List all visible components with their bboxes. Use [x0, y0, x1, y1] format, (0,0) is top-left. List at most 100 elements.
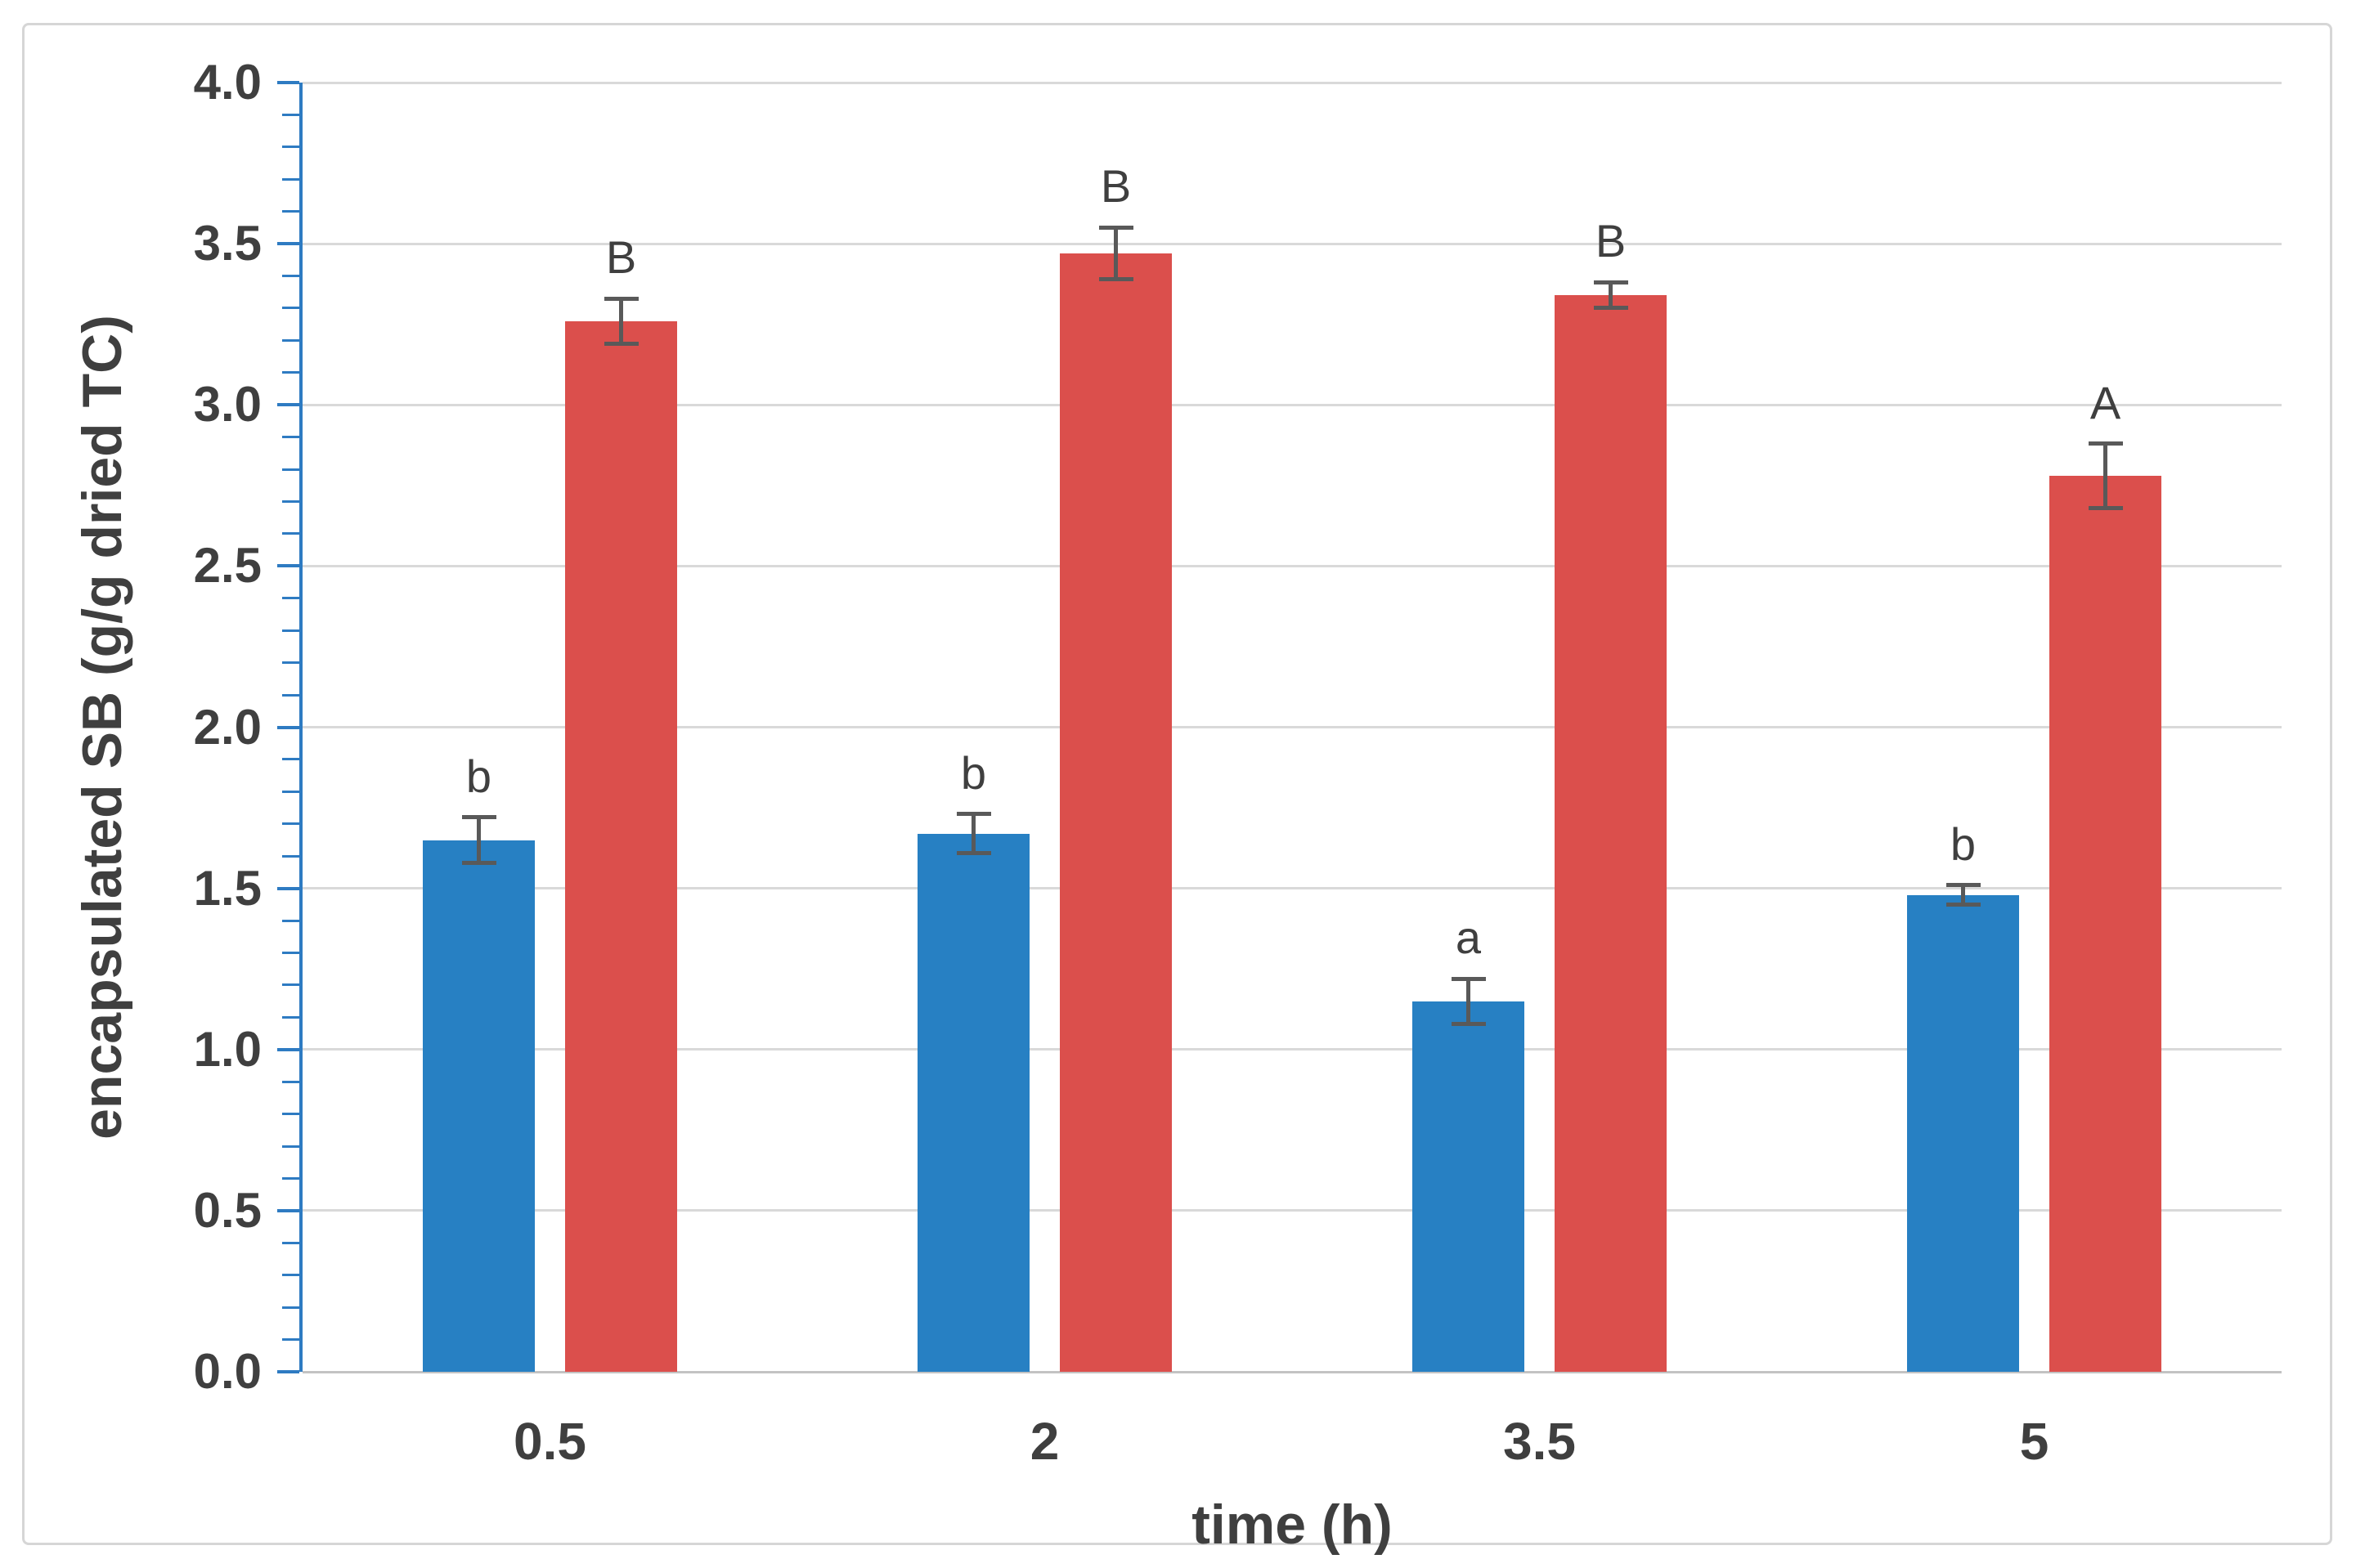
y-tick-label: 1.5	[193, 860, 262, 916]
significance-letter: A	[2089, 376, 2121, 428]
y-minor-tick	[282, 1274, 299, 1277]
y-tick-label: 0.0	[193, 1344, 262, 1399]
significance-letter: b	[465, 750, 492, 802]
y-minor-tick	[282, 1015, 299, 1019]
gridline	[303, 726, 2282, 728]
gridline	[303, 564, 2282, 567]
y-minor-tick	[282, 113, 299, 116]
error-bar-cap-bottom	[1451, 1021, 1486, 1026]
error-bar-cap-top	[1593, 280, 1628, 284]
error-bar-cap-bottom	[2088, 505, 2123, 510]
y-minor-tick	[282, 919, 299, 922]
significance-letter: b	[960, 746, 987, 799]
y-minor-tick	[282, 629, 299, 632]
y-major-tick	[277, 886, 299, 890]
red-series-bar	[565, 320, 677, 1372]
x-tick-label: 2	[1030, 1412, 1060, 1471]
y-minor-tick	[282, 210, 299, 213]
error-bar	[1114, 227, 1118, 280]
y-tick-label: 2.0	[193, 699, 262, 755]
significance-letter: a	[1455, 912, 1482, 964]
x-tick-label: 5	[2019, 1412, 2049, 1471]
y-axis-line	[299, 83, 303, 1372]
y-minor-tick	[282, 854, 299, 858]
y-minor-tick	[282, 500, 299, 504]
error-bar	[1609, 282, 1613, 308]
y-tick-label: 4.0	[193, 55, 262, 110]
error-bar	[1466, 979, 1470, 1024]
significance-letter: b	[1950, 818, 1977, 870]
y-minor-tick	[282, 532, 299, 535]
y-minor-tick	[282, 177, 299, 181]
red-series-bar	[1555, 295, 1667, 1372]
error-bar-cap-top	[1945, 883, 1981, 888]
y-minor-tick	[282, 146, 299, 149]
significance-letter: B	[1100, 160, 1132, 213]
error-bar-cap-bottom	[1098, 277, 1133, 281]
error-bar-cap-top	[461, 815, 496, 820]
gridline	[303, 403, 2282, 406]
error-bar-cap-bottom	[956, 850, 991, 855]
y-major-tick	[277, 1047, 299, 1051]
gridline	[303, 242, 2282, 245]
blue-series-bar	[1412, 1001, 1524, 1372]
x-axis-baseline	[303, 1370, 2282, 1373]
y-major-tick	[277, 403, 299, 407]
significance-letter: B	[1595, 215, 1627, 267]
y-minor-tick	[282, 951, 299, 954]
y-minor-tick	[282, 983, 299, 987]
x-tick-label: 0.5	[514, 1412, 586, 1471]
y-tick-label: 3.5	[193, 216, 262, 271]
error-bar-cap-bottom	[604, 341, 639, 346]
y-tick-label: 3.0	[193, 377, 262, 432]
blue-series-bar	[1907, 894, 2019, 1372]
y-minor-tick	[282, 597, 299, 600]
y-minor-tick	[282, 338, 299, 342]
x-axis-title: time (h)	[1191, 1494, 1393, 1556]
y-major-tick	[277, 725, 299, 729]
red-series-bar	[1060, 253, 1172, 1372]
x-tick-label: 3.5	[1503, 1412, 1576, 1471]
y-major-tick	[277, 1370, 299, 1373]
y-minor-tick	[282, 693, 299, 697]
y-tick-label: 1.0	[193, 1021, 262, 1077]
error-bar-cap-top	[2088, 441, 2123, 446]
error-bar	[1961, 885, 1965, 905]
error-bar-cap-top	[1098, 225, 1133, 230]
y-minor-tick	[282, 1306, 299, 1309]
y-minor-tick	[282, 758, 299, 761]
y-minor-tick	[282, 790, 299, 793]
gridline	[303, 887, 2282, 890]
error-bar-cap-bottom	[461, 860, 496, 865]
error-bar-cap-bottom	[1945, 902, 1981, 907]
gridline	[303, 1209, 2282, 1212]
error-bar-cap-bottom	[1593, 306, 1628, 311]
error-bar-cap-top	[1451, 976, 1486, 981]
error-bar-cap-top	[956, 812, 991, 817]
gridline	[303, 1048, 2282, 1051]
y-minor-tick	[282, 661, 299, 665]
y-tick-label: 2.5	[193, 538, 262, 594]
significance-letter: B	[605, 231, 637, 284]
y-major-tick	[277, 81, 299, 84]
y-minor-tick	[282, 468, 299, 471]
y-minor-tick	[282, 1113, 299, 1116]
error-bar	[619, 298, 623, 344]
y-axis-title: encapsulated SB (g/g dried TC)	[71, 315, 133, 1140]
y-minor-tick	[282, 307, 299, 310]
blue-series-bar	[918, 833, 1030, 1372]
y-minor-tick	[282, 1145, 299, 1148]
error-bar	[972, 813, 976, 853]
error-bar	[2103, 443, 2107, 508]
error-bar-cap-top	[604, 296, 639, 301]
y-major-tick	[277, 564, 299, 568]
error-bar	[477, 817, 481, 863]
blue-series-bar	[423, 840, 535, 1372]
y-minor-tick	[282, 1080, 299, 1083]
y-major-tick	[277, 242, 299, 246]
y-minor-tick	[282, 436, 299, 439]
red-series-bar	[2049, 476, 2161, 1372]
y-major-tick	[277, 1208, 299, 1212]
y-minor-tick	[282, 1176, 299, 1180]
